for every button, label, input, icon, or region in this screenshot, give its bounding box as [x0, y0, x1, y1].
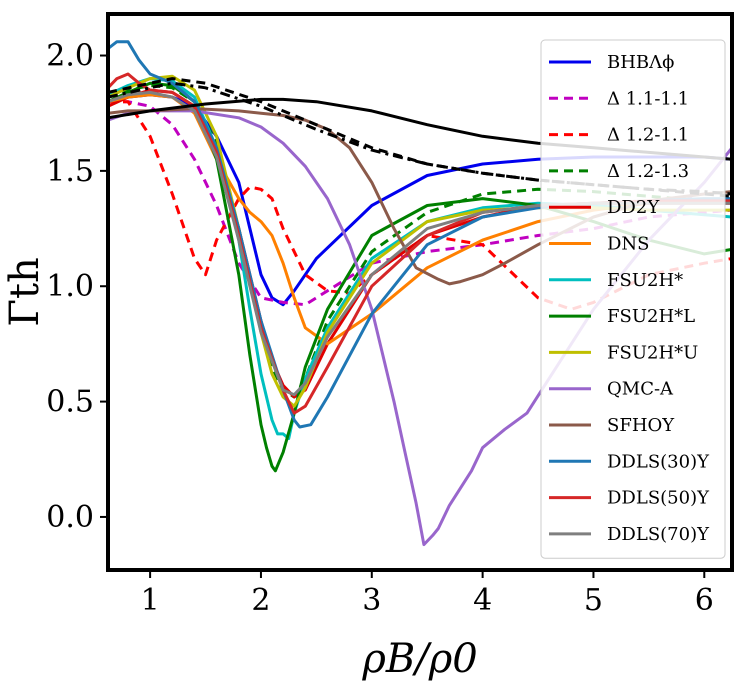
legend-label: FSU2H*U	[607, 342, 698, 363]
legend-label: BHBΛϕ	[607, 52, 674, 73]
x-axis-ticks: 1 2 3 4 5 6	[141, 570, 714, 618]
y-tick-label: 1.0	[46, 269, 94, 304]
y-tick-label: 2.0	[46, 39, 94, 74]
y-tick-label: 0.0	[46, 500, 94, 535]
x-axis-title: ρB/ρ0	[361, 636, 477, 682]
x-tick-label: 5	[584, 583, 603, 618]
x-tick-label: 4	[473, 583, 492, 618]
x-tick-label: 6	[695, 583, 714, 618]
legend: BHBΛϕ Δ 1.1-1.1 Δ 1.2-1.1 Δ 1.2-1.3 DD2Y DNS F…	[540, 39, 726, 559]
series-layer	[108, 40, 732, 547]
legend-label: FSU2H*L	[607, 306, 695, 327]
series-line-qmc-a	[108, 109, 732, 547]
legend-label: DNS	[607, 234, 650, 255]
legend-label: Δ 1.2-1.3	[607, 161, 689, 182]
x-tick-label: 2	[251, 583, 270, 618]
legend-label: DDLS(70)Y	[607, 524, 710, 545]
legend-label: DDLS(50)Y	[607, 488, 710, 509]
x-tick-label: 3	[362, 583, 381, 618]
legend-label: FSU2H*	[607, 270, 683, 291]
y-tick-label: 1.5	[46, 154, 94, 189]
legend-label: Δ 1.2-1.1	[607, 125, 689, 146]
x-tick-label: 1	[141, 583, 160, 618]
legend-label: DDLS(30)Y	[607, 451, 710, 472]
y-tick-label: 0.5	[46, 385, 94, 420]
y-axis-title: Γth	[2, 257, 48, 327]
legend-label: QMC-A	[607, 379, 674, 400]
y-axis-ticks: 0.0 0.5 1.0 1.5 2.0	[46, 39, 108, 535]
plot-frame	[106, 12, 734, 572]
legend-label: Δ 1.1-1.1	[607, 88, 689, 109]
legend-label: DD2Y	[607, 197, 660, 218]
legend-label: SFHOY	[607, 415, 675, 436]
series-line-reference-16	[108, 81, 732, 196]
legend-box	[540, 39, 726, 559]
